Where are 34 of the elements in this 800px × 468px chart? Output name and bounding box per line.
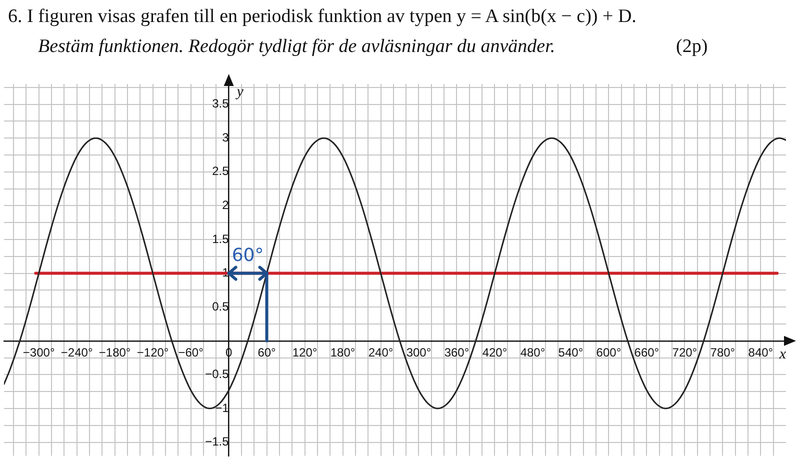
- y-tick-label: −0.5: [205, 366, 230, 381]
- x-tick-label: 60°: [258, 345, 276, 360]
- y-tick-label: 2: [222, 198, 230, 212]
- x-tick-label: −240°: [60, 345, 93, 360]
- y-tick-label: 2.5: [212, 164, 230, 178]
- x-tick-label: 300°: [406, 345, 432, 360]
- x-tick-label: 660°: [634, 345, 660, 360]
- y-tick-label: −1.5: [205, 434, 230, 449]
- x-tick-label: 240°: [368, 345, 394, 360]
- x-tick-label: −60°: [178, 345, 204, 360]
- y-tick-label: −1: [215, 400, 230, 415]
- annotation: 60°: [232, 244, 264, 266]
- y-axis-title: y: [234, 84, 244, 100]
- x-tick-label: 840°: [748, 345, 774, 360]
- x-tick-label: 540°: [558, 345, 584, 360]
- y-tick-label: 3: [222, 130, 230, 144]
- x-tick-label: 180°: [330, 345, 356, 360]
- chart-subtitle: Bestäm funktionen. Redogör tydligt för de avläsningar du använder.: [38, 36, 556, 58]
- x-tick-label: 780°: [710, 345, 736, 360]
- y-tick-label: 1.5: [212, 232, 230, 246]
- x-tick-label: −120°: [136, 345, 169, 360]
- x-tick-label: 480°: [520, 345, 546, 360]
- x-tick-label: −180°: [98, 345, 131, 360]
- chart-title: 6. I figuren visas grafen till en periodisk funktion av typen y = A sin(b(x − c)) + D.: [8, 6, 636, 28]
- y-tick-label: 3.5: [212, 96, 230, 111]
- x-tick-label: 420°: [482, 345, 508, 360]
- x-tick-label: 120°: [292, 345, 318, 360]
- x-tick-label: −300°: [22, 345, 55, 360]
- x-tick-label: 360°: [444, 345, 470, 360]
- x-tick-label: 720°: [672, 345, 698, 360]
- text: (2p): [676, 36, 708, 58]
- x-tick-label: 600°: [596, 345, 622, 360]
- x-axis-title: x: [778, 346, 786, 362]
- y-tick-label: 0.5: [212, 299, 230, 314]
